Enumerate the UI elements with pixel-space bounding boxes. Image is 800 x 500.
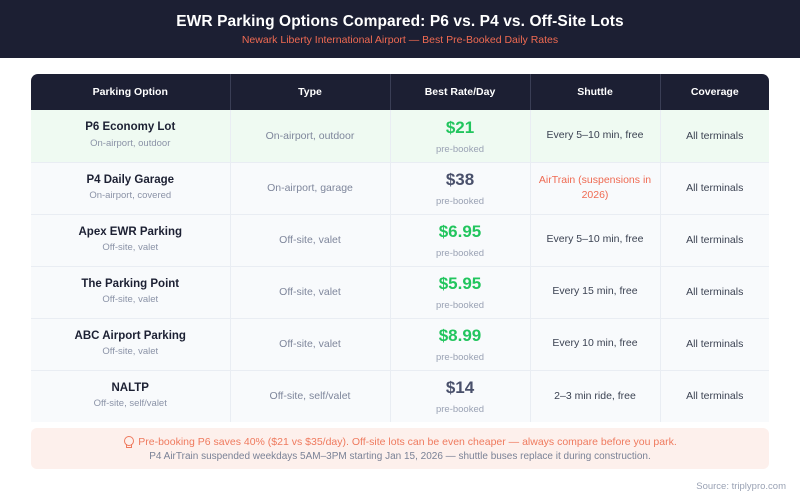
cell-type: Off-site, valet	[230, 318, 391, 371]
cell-shuttle: 2–3 min ride, free	[530, 370, 661, 422]
footnote-secondary-text: P4 AirTrain suspended weekdays 5AM–3PM s…	[149, 450, 651, 462]
footnote-primary-text: Pre-booking P6 saves 40% ($21 vs $35/day…	[138, 435, 677, 448]
table-row[interactable]: ABC Airport Parking Off-site, valet Off-…	[31, 318, 769, 371]
page-subtitle: Newark Liberty International Airport — B…	[241, 33, 559, 46]
comparison-table-container: Parking Option Type Best Rate/Day Shuttl…	[31, 74, 769, 422]
column-header-parking-option: Parking Option	[31, 74, 231, 110]
column-header-best-rate: Best Rate/Day	[390, 74, 531, 110]
parking-option-name: The Parking Point	[81, 277, 180, 290]
cell-best-rate: $21 pre-booked	[390, 110, 531, 163]
cell-parking-option: P6 Economy Lot On-airport, outdoor	[31, 110, 231, 163]
price-note: pre-booked	[435, 248, 485, 260]
parking-option-name: P4 Daily Garage	[86, 173, 175, 186]
parking-comparison-table: Parking Option Type Best Rate/Day Shuttl…	[31, 74, 769, 422]
page-header-banner: EWR Parking Options Compared: P6 vs. P4 …	[0, 0, 800, 58]
cell-shuttle: Every 5–10 min, free	[530, 110, 661, 163]
price-note: pre-booked	[435, 352, 485, 364]
parking-option-subtitle: On-airport, covered	[89, 190, 172, 202]
price-value: $6.95	[438, 221, 482, 241]
price-value: $5.95	[438, 273, 482, 293]
cell-parking-option: NALTP Off-site, self/valet	[31, 370, 231, 422]
price-value: $14	[445, 378, 475, 398]
cell-best-rate: $14 pre-booked	[390, 370, 531, 422]
cell-type: Off-site, valet	[230, 214, 391, 267]
table-body: P6 Economy Lot On-airport, outdoor On-ai…	[31, 110, 769, 422]
cell-type: Off-site, valet	[230, 266, 391, 319]
price-note: pre-booked	[435, 143, 485, 155]
cell-parking-option: The Parking Point Off-site, valet	[31, 266, 231, 319]
parking-option-name: NALTP	[111, 381, 149, 394]
table-row[interactable]: NALTP Off-site, self/valet Off-site, sel…	[31, 370, 769, 422]
parking-option-name: P6 Economy Lot	[85, 121, 176, 134]
page-title: EWR Parking Options Compared: P6 vs. P4 …	[176, 12, 624, 30]
cell-best-rate: $5.95 pre-booked	[390, 266, 531, 319]
cell-shuttle: Every 5–10 min, free	[530, 214, 661, 267]
table-row[interactable]: Apex EWR Parking Off-site, valet Off-sit…	[31, 214, 769, 267]
cell-type: Off-site, self/valet	[230, 370, 391, 422]
table-row[interactable]: The Parking Point Off-site, valet Off-si…	[31, 266, 769, 319]
price-note: pre-booked	[435, 196, 485, 208]
footnote-primary-line: Pre-booking P6 saves 40% ($21 vs $35/day…	[123, 435, 677, 448]
footnote-callout: Pre-booking P6 saves 40% ($21 vs $35/day…	[31, 428, 769, 469]
cell-parking-option: ABC Airport Parking Off-site, valet	[31, 318, 231, 371]
cell-coverage: All terminals	[660, 318, 769, 371]
price-value: $8.99	[438, 325, 482, 345]
table-row[interactable]: P4 Daily Garage On-airport, covered On-a…	[31, 162, 769, 215]
parking-option-name: Apex EWR Parking	[78, 225, 183, 238]
cell-parking-option: Apex EWR Parking Off-site, valet	[31, 214, 231, 267]
cell-shuttle: AirTrain (suspensions in 2026)	[530, 162, 661, 215]
parking-option-subtitle: Off-site, valet	[102, 242, 159, 254]
price-note: pre-booked	[435, 404, 485, 416]
cell-coverage: All terminals	[660, 162, 769, 215]
cell-best-rate: $6.95 pre-booked	[390, 214, 531, 267]
cell-coverage: All terminals	[660, 214, 769, 267]
price-note: pre-booked	[435, 300, 485, 312]
table-header: Parking Option Type Best Rate/Day Shuttl…	[31, 74, 769, 110]
cell-shuttle: Every 10 min, free	[530, 318, 661, 371]
cell-best-rate: $8.99 pre-booked	[390, 318, 531, 371]
parking-option-subtitle: Off-site, self/valet	[93, 398, 167, 410]
column-header-coverage: Coverage	[660, 74, 769, 110]
cell-coverage: All terminals	[660, 370, 769, 422]
cell-coverage: All terminals	[660, 110, 769, 163]
cell-type: On-airport, outdoor	[230, 110, 391, 163]
table-header-row: Parking Option Type Best Rate/Day Shuttl…	[31, 74, 769, 110]
parking-option-subtitle: Off-site, valet	[102, 346, 159, 358]
column-header-type: Type	[230, 74, 391, 110]
parking-option-name: ABC Airport Parking	[74, 329, 186, 342]
price-value: $38	[445, 169, 475, 189]
column-header-shuttle: Shuttle	[530, 74, 661, 110]
lightbulb-icon	[123, 435, 135, 448]
cell-shuttle: Every 15 min, free	[530, 266, 661, 319]
table-row[interactable]: P6 Economy Lot On-airport, outdoor On-ai…	[31, 110, 769, 163]
cell-parking-option: P4 Daily Garage On-airport, covered	[31, 162, 231, 215]
cell-best-rate: $38 pre-booked	[390, 162, 531, 215]
cell-type: On-airport, garage	[230, 162, 391, 215]
parking-option-subtitle: Off-site, valet	[102, 294, 159, 306]
price-value: $21	[445, 117, 475, 137]
parking-option-subtitle: On-airport, outdoor	[90, 137, 171, 149]
source-attribution: Source: triplypro.com	[696, 481, 786, 492]
cell-coverage: All terminals	[660, 266, 769, 319]
